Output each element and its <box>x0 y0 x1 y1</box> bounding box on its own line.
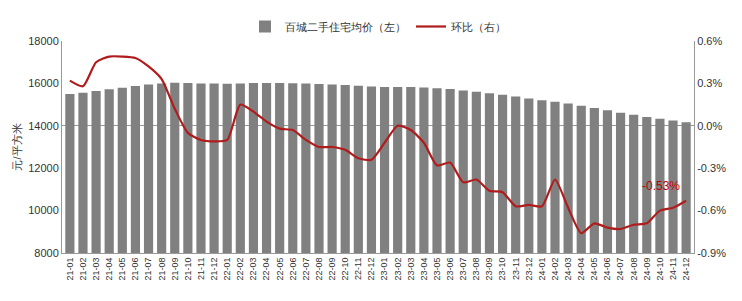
svg-text:-0.9%: -0.9% <box>697 247 726 259</box>
svg-text:24-02: 24-02 <box>550 258 560 281</box>
svg-text:24-09: 24-09 <box>642 258 652 281</box>
svg-text:-0.6%: -0.6% <box>697 204 726 216</box>
svg-text:24-08: 24-08 <box>629 258 639 281</box>
svg-text:22-02: 22-02 <box>235 258 245 281</box>
svg-text:22-04: 22-04 <box>261 258 271 281</box>
svg-text:0.6%: 0.6% <box>697 35 722 47</box>
svg-text:21-02: 21-02 <box>78 258 88 281</box>
svg-text:23-01: 23-01 <box>379 258 389 281</box>
svg-text:百城二手住宅均价（左）: 百城二手住宅均价（左） <box>285 21 406 33</box>
svg-text:23-12: 23-12 <box>524 258 534 281</box>
svg-text:22-12: 22-12 <box>366 258 376 281</box>
svg-text:23-09: 23-09 <box>484 258 494 281</box>
svg-text:22-06: 22-06 <box>288 258 298 281</box>
svg-text:21-12: 21-12 <box>209 258 219 281</box>
svg-text:21-01: 21-01 <box>65 258 75 281</box>
svg-text:24-01: 24-01 <box>537 258 547 281</box>
svg-text:23-11: 23-11 <box>511 258 521 280</box>
svg-text:-0.53%: -0.53% <box>642 179 680 193</box>
svg-text:24-11: 24-11 <box>668 258 678 280</box>
svg-text:14000: 14000 <box>28 120 59 132</box>
svg-text:23-07: 23-07 <box>458 258 468 281</box>
svg-text:24-10: 24-10 <box>655 258 665 281</box>
svg-text:22-11: 22-11 <box>353 258 363 280</box>
svg-text:24-07: 24-07 <box>615 258 625 281</box>
svg-text:21-06: 21-06 <box>130 258 140 281</box>
svg-text:24-12: 24-12 <box>681 258 691 281</box>
svg-text:21-08: 21-08 <box>157 258 167 281</box>
svg-text:18000: 18000 <box>28 35 59 47</box>
svg-text:21-05: 21-05 <box>117 258 127 281</box>
svg-text:-0.3%: -0.3% <box>697 162 726 174</box>
svg-text:22-03: 22-03 <box>248 258 258 281</box>
svg-text:23-02: 23-02 <box>393 258 403 281</box>
svg-text:23-05: 23-05 <box>432 258 442 281</box>
svg-text:21-10: 21-10 <box>183 258 193 281</box>
svg-text:24-04: 24-04 <box>576 258 586 281</box>
svg-text:22-01: 22-01 <box>222 258 232 281</box>
svg-text:22-05: 22-05 <box>275 258 285 281</box>
svg-text:0.0%: 0.0% <box>697 120 722 132</box>
svg-text:0.3%: 0.3% <box>697 77 722 89</box>
svg-text:23-03: 23-03 <box>406 258 416 281</box>
svg-text:21-09: 21-09 <box>170 258 180 281</box>
svg-text:22-07: 22-07 <box>301 258 311 281</box>
svg-text:21-04: 21-04 <box>104 258 114 281</box>
svg-text:21-07: 21-07 <box>143 258 153 281</box>
svg-text:元/平方米: 元/平方米 <box>11 123 23 170</box>
svg-text:21-11: 21-11 <box>196 258 206 280</box>
svg-text:23-08: 23-08 <box>471 258 481 281</box>
svg-text:24-03: 24-03 <box>563 258 573 281</box>
svg-text:16000: 16000 <box>28 77 59 89</box>
svg-text:22-10: 22-10 <box>340 258 350 281</box>
svg-text:8000: 8000 <box>34 247 58 259</box>
svg-text:23-04: 23-04 <box>419 258 429 281</box>
svg-text:22-08: 22-08 <box>314 258 324 281</box>
svg-text:24-06: 24-06 <box>602 258 612 281</box>
svg-text:23-06: 23-06 <box>445 258 455 281</box>
svg-text:21-03: 21-03 <box>91 258 101 281</box>
svg-text:10000: 10000 <box>28 204 59 216</box>
svg-text:环比（右）: 环比（右） <box>451 21 506 33</box>
svg-text:24-05: 24-05 <box>589 258 599 281</box>
svg-text:23-10: 23-10 <box>497 258 507 281</box>
svg-text:22-09: 22-09 <box>327 258 337 281</box>
svg-text:12000: 12000 <box>28 162 59 174</box>
